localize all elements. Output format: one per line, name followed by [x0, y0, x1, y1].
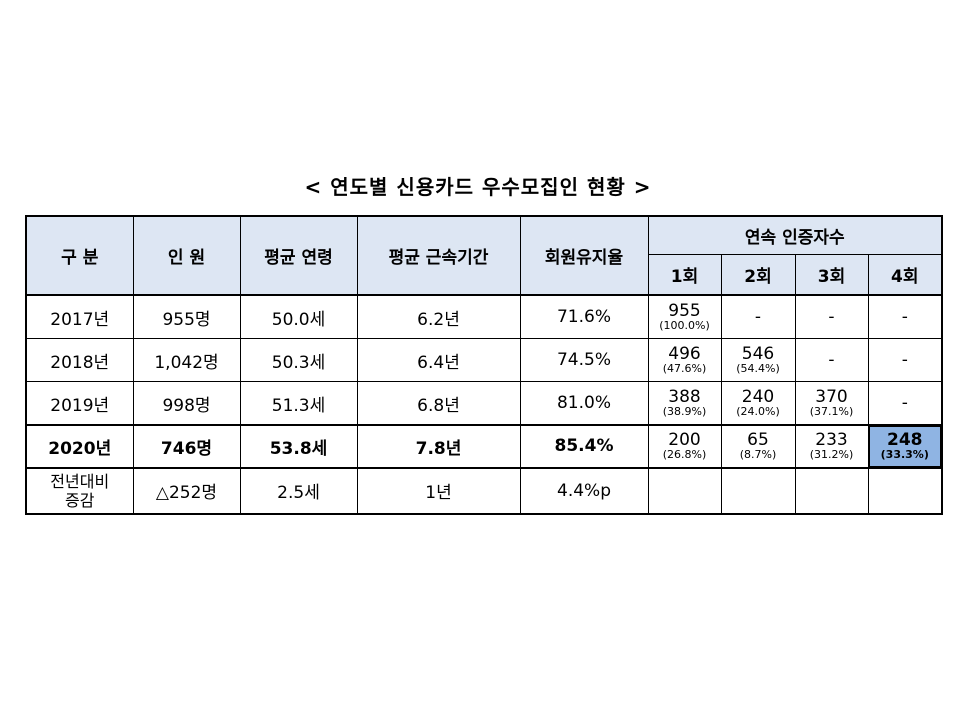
cell-count: 200: [668, 429, 701, 450]
header-consecutive: 연속 인증자수: [647, 215, 943, 255]
cell-people: 746명: [132, 424, 241, 468]
cell-consecutive-4-highlight: 248 (33.3%): [867, 424, 943, 468]
cell-consecutive-1: 388 (38.9%): [647, 381, 722, 425]
header-times-1: 1회: [647, 254, 722, 296]
cell-people: 998명: [132, 381, 241, 425]
cell-consecutive-3: -: [794, 338, 869, 382]
cell-count: 496: [668, 343, 701, 364]
table-row-2017: 2017년 955명 50.0세 6.2년 71.6% 955 (100.0%) …: [25, 294, 943, 339]
cell-people: 955명: [132, 294, 241, 339]
cell-empty: [867, 467, 943, 515]
cell-percent: (37.1%): [809, 404, 854, 418]
cell-retention: 81.0%: [519, 381, 649, 425]
cell-count: 388: [668, 386, 701, 407]
cell-count: -: [901, 392, 908, 413]
cell-consecutive-1: 496 (47.6%): [647, 338, 722, 382]
cell-age: 50.3세: [239, 338, 358, 382]
cell-count: 65: [747, 429, 769, 450]
cell-percent: (8.7%): [739, 447, 777, 461]
cell-percent: (47.6%): [662, 361, 707, 375]
cell-consecutive-3: 233 (31.2%): [794, 424, 869, 468]
cell-count: -: [828, 306, 835, 327]
cell-year: 2020년: [25, 424, 134, 468]
header-times-4: 4회: [867, 254, 943, 296]
cell-percent: (31.2%): [809, 447, 854, 461]
cell-change-label: 전년대비 증감: [25, 467, 134, 515]
header-retention: 회원유지율: [519, 215, 649, 296]
cell-retention: 74.5%: [519, 338, 649, 382]
cell-count: 546: [741, 343, 775, 364]
cell-percent: (26.8%): [662, 447, 707, 461]
cell-people: △252명: [132, 467, 241, 515]
cell-year: 2018년: [25, 338, 134, 382]
cell-percent: (33.3%): [880, 447, 929, 461]
cell-consecutive-3: -: [794, 294, 869, 339]
cell-year: 2017년: [25, 294, 134, 339]
cell-count: 370: [815, 386, 848, 407]
cell-year: 2019년: [25, 381, 134, 425]
header-people: 인 원: [132, 215, 241, 296]
cell-count: -: [754, 306, 762, 327]
cell-age: 51.3세: [239, 381, 358, 425]
header-avg-tenure: 평균 근속기간: [356, 215, 521, 296]
cell-count: 248: [887, 429, 923, 450]
table-row-2018: 2018년 1,042명 50.3세 6.4년 74.5% 496 (47.6%)…: [25, 338, 943, 382]
table-row-2020: 2020년 746명 53.8세 7.8년 85.4% 200 (26.8%) 6…: [24, 423, 944, 469]
cell-consecutive-2: 65 (8.7%): [720, 424, 796, 468]
header-times-3: 3회: [794, 254, 869, 296]
cell-consecutive-4: -: [867, 294, 943, 339]
table-row-change: 전년대비 증감 △252명 2.5세 1년 4.4%p: [25, 467, 943, 515]
credit-card-agent-table: 구 분 인 원 평균 연령 평균 근속기간 회원유지율 연속 인증자수 1회 2…: [24, 215, 944, 515]
cell-empty: [647, 467, 722, 515]
cell-percent: (24.0%): [736, 404, 780, 418]
cell-people: 1,042명: [132, 338, 241, 382]
cell-age: 2.5세: [239, 467, 358, 515]
cell-count: 233: [815, 429, 848, 450]
cell-consecutive-4: -: [867, 381, 943, 425]
cell-retention: 85.4%: [519, 424, 649, 468]
cell-percent: (100.0%): [659, 318, 710, 332]
cell-consecutive-2: 546 (54.4%): [720, 338, 796, 382]
cell-age: 53.8세: [239, 424, 358, 468]
cell-tenure: 6.2년: [356, 294, 521, 339]
change-label-line1: 전년대비: [50, 471, 110, 491]
header-times-2: 2회: [720, 254, 796, 296]
change-label-line2: 증감: [65, 490, 95, 510]
table-title: < 연도별 신용카드 우수모집인 현황 >: [304, 175, 652, 199]
cell-tenure: 7.8년: [356, 424, 521, 468]
cell-consecutive-1: 955 (100.0%): [647, 294, 722, 339]
cell-consecutive-2: -: [720, 294, 796, 339]
cell-count: 240: [741, 386, 775, 407]
cell-count: -: [828, 349, 835, 370]
cell-consecutive-2: 240 (24.0%): [720, 381, 796, 425]
cell-count: -: [901, 349, 908, 370]
cell-tenure: 6.8년: [356, 381, 521, 425]
cell-tenure: 1년: [356, 467, 521, 515]
cell-retention: 4.4%p: [519, 467, 649, 515]
header-category: 구 분: [25, 215, 134, 296]
cell-count: 955: [668, 300, 701, 321]
cell-consecutive-3: 370 (37.1%): [794, 381, 869, 425]
cell-empty: [720, 467, 796, 515]
cell-tenure: 6.4년: [356, 338, 521, 382]
cell-count: -: [901, 306, 908, 327]
cell-retention: 71.6%: [519, 294, 649, 339]
header-avg-age: 평균 연령: [239, 215, 358, 296]
cell-empty: [794, 467, 869, 515]
cell-consecutive-1: 200 (26.8%): [647, 424, 722, 468]
cell-percent: (38.9%): [662, 404, 707, 418]
cell-age: 50.0세: [239, 294, 358, 339]
cell-percent: (54.4%): [736, 361, 780, 375]
cell-consecutive-4: -: [867, 338, 943, 382]
table-row-2019: 2019년 998명 51.3세 6.8년 81.0% 388 (38.9%) 2…: [25, 381, 943, 425]
